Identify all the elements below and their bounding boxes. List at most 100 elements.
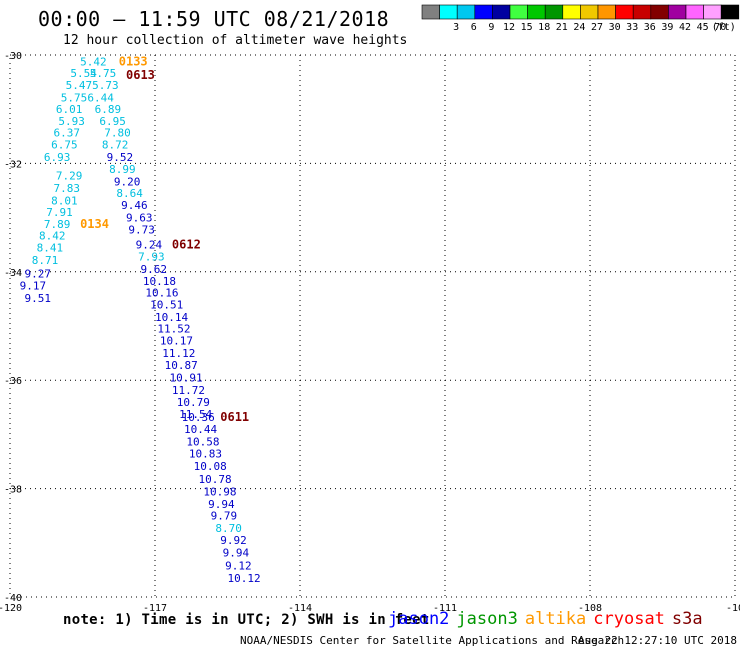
- wave-height-value: 6.75: [51, 138, 77, 151]
- footer-note: note: 1) Time is in UTC; 2) SWH is in fe…: [63, 612, 430, 628]
- wave-height-value: 10.12: [228, 572, 261, 585]
- legend-value-label: 3: [453, 22, 459, 33]
- satellite-name-altika: altika: [524, 609, 587, 629]
- wave-height-value: 10.98: [203, 485, 236, 498]
- legend-value-label: 9: [488, 22, 494, 33]
- wave-height-value: 6.37: [54, 127, 81, 140]
- color-scale-legend: 3 6 9 12 15 18 21 24 27 30 33 36 39 42 45 70(ft): [421, 4, 740, 33]
- wave-height-value: 5.42: [80, 56, 107, 69]
- wave-height-value: 10.36: [182, 411, 215, 424]
- legend-swatch: [720, 4, 740, 20]
- legend-value-label: 42: [679, 22, 691, 33]
- generation-timestamp: Aug 22 12:27:10 UTC 2018: [578, 634, 737, 647]
- wave-height-value: 11.72: [172, 384, 205, 397]
- wave-height-value: 11.12: [162, 347, 195, 360]
- wave-height-value: 8.01: [51, 194, 77, 207]
- latitude-tick-label: -36: [4, 376, 22, 387]
- latitude-tick-label: -38: [4, 485, 22, 496]
- wave-height-value: 7.89: [44, 218, 70, 231]
- wave-height-value: 10.79: [177, 396, 210, 409]
- legend-value-label: 33: [626, 22, 638, 33]
- wave-height-value: 9.79: [211, 510, 238, 523]
- wave-height-value: 10.83: [189, 447, 222, 460]
- map-frame: [9, 54, 736, 598]
- wave-height-value: 11.52: [157, 323, 190, 336]
- wave-height-value: 8.71: [32, 254, 59, 267]
- wave-height-value: 10.44: [184, 423, 217, 436]
- wave-height-value: 9.27: [25, 267, 52, 280]
- legend-unit-label: (ft): [712, 22, 736, 33]
- legend-value-label: 24: [573, 22, 585, 33]
- latitude-tick-label: -32: [4, 159, 22, 170]
- wave-height-value: 8.41: [37, 241, 64, 254]
- satellite-name-s3a: s3a: [671, 609, 703, 629]
- wave-height-value: 7.29: [56, 169, 83, 182]
- pass-time-label: 0134: [80, 217, 109, 231]
- legend-value-label: 15: [521, 22, 533, 33]
- legend-value-label: 27: [591, 22, 603, 33]
- longitude-tick-label: -117: [143, 603, 167, 614]
- wave-height-value: 6.89: [95, 103, 122, 116]
- wave-height-value: 7.93: [138, 251, 165, 264]
- wave-height-value: 6.01: [56, 103, 83, 116]
- wave-height-value: 10.18: [143, 275, 176, 288]
- pass-time-label: 0612: [172, 238, 201, 252]
- legend-value-label: 6: [471, 22, 477, 33]
- satellite-name-jason3: jason3: [456, 609, 518, 629]
- wave-height-value: 9.62: [141, 263, 168, 276]
- wave-height-value: 9.46: [121, 199, 147, 212]
- wave-height-value: 10.87: [165, 359, 198, 372]
- wave-height-value: 10.78: [199, 473, 232, 486]
- legend-value-label: 39: [661, 22, 673, 33]
- wave-height-value: 9.73: [128, 224, 155, 237]
- wave-height-value: 10.58: [186, 435, 219, 448]
- wave-height-value: 9.20: [114, 175, 140, 188]
- wave-height-value: 9.52: [107, 151, 133, 164]
- wave-height-value: 9.94: [223, 547, 250, 560]
- legend-value-label: 70: [714, 22, 726, 33]
- satellite-name-jason2: jason2: [388, 609, 450, 629]
- wave-height-value: 9.92: [220, 534, 247, 547]
- wave-height-value: 10.08: [194, 460, 227, 473]
- wave-height-value: 10.91: [170, 371, 203, 384]
- latitude-tick-label: -34: [4, 268, 22, 279]
- wave-height-value: 6.44: [87, 91, 114, 104]
- wave-height-value: 7.91: [46, 206, 73, 219]
- pass-time-label: 0613: [126, 68, 155, 82]
- wave-height-value: 8.99: [109, 163, 136, 176]
- wave-height-value: 7.80: [104, 127, 131, 140]
- legend-value-label: 36: [644, 22, 656, 33]
- legend-value-label: 45: [697, 22, 709, 33]
- map-title: 00:00 – 11:59 UTC 08/21/2018: [38, 7, 390, 31]
- wave-height-value: 8.42: [39, 229, 66, 242]
- wave-height-value: 9.17: [20, 279, 46, 292]
- wave-height-value: 5.73: [92, 79, 119, 92]
- longitude-tick-label: -120: [0, 603, 22, 614]
- wave-height-value: 5.75: [61, 91, 88, 104]
- wave-height-value: 6.95: [99, 115, 126, 128]
- pass-time-label: 0133: [119, 55, 148, 69]
- legend-value-label: 12: [503, 22, 515, 33]
- map-subtitle: 12 hour collection of altimeter wave hei…: [63, 33, 408, 48]
- latitude-tick-label: -30: [4, 51, 22, 62]
- wave-height-value: 5.93: [58, 115, 84, 128]
- longitude-tick-label: -111: [433, 603, 457, 614]
- credit-line: NOAA/NESDIS Center for Satellite Applica…: [240, 634, 625, 647]
- longitude-tick-label: -10: [726, 603, 740, 614]
- wave-height-value: 10.17: [160, 335, 193, 348]
- wave-height-value: 5.47: [66, 79, 93, 92]
- satellite-legend: jason2 jason3 altika cryosat s3a: [388, 609, 710, 629]
- wave-height-value: 9.51: [25, 292, 52, 305]
- wave-height-value: 11.54: [179, 408, 212, 421]
- wave-height-value: 7.83: [54, 182, 81, 195]
- legend-value-label: 18: [538, 22, 550, 33]
- legend-value-label: 30: [609, 22, 621, 33]
- wave-height-value: 10.16: [145, 286, 178, 299]
- legend-value-label: 21: [556, 22, 568, 33]
- wave-height-value: 5.75: [90, 67, 117, 80]
- pass-time-label: 0611: [220, 410, 249, 424]
- wave-height-value: 10.14: [155, 311, 188, 324]
- satellite-name-cryosat: cryosat: [593, 609, 665, 629]
- wave-height-value: 9.63: [126, 212, 153, 225]
- latitude-tick-label: -40: [4, 593, 22, 604]
